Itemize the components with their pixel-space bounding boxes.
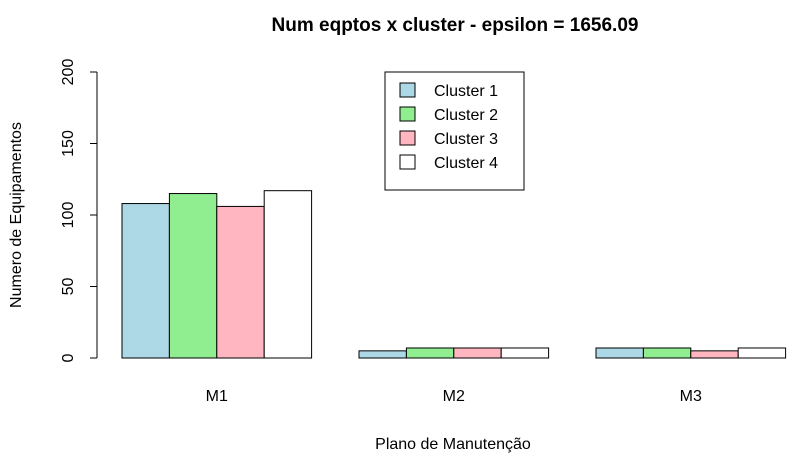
chart-title: Num eqptos x cluster - epsilon = 1656.09 [272,15,639,36]
legend-label-cluster-4: Cluster 4 [434,155,498,172]
x-axis-ticks: M1 M2 M3 [206,388,702,405]
bar-m3-cluster-3 [690,350,739,359]
y-axis: 0 50 100 150 200 [60,59,98,362]
bars [121,190,787,359]
legend-swatch-cluster-1 [399,82,416,98]
x-tick-label-m2: M2 [443,388,465,405]
bar-m3-cluster-2 [642,347,692,359]
legend-swatch-cluster-3 [399,130,416,146]
bar-m1-cluster-2 [168,193,218,359]
bar-m2-cluster-3 [453,347,502,359]
bar-m1-cluster-4 [263,190,313,359]
y-tick-label: 50 [60,278,77,296]
legend-swatch-cluster-2 [399,106,416,122]
y-tick-label: 0 [60,353,77,362]
bar-m3-cluster-1 [595,347,644,359]
bar-m2-cluster-2 [405,347,455,359]
bar-m2-cluster-1 [358,350,407,359]
x-tick-label-m1: M1 [206,388,228,405]
legend-label-cluster-1: Cluster 1 [434,83,498,100]
y-tick-label: 150 [60,130,77,157]
legend-label-cluster-2: Cluster 2 [434,107,498,124]
legend: Cluster 1 Cluster 2 Cluster 3 Cluster 4 [384,71,525,191]
y-tick-label: 100 [60,202,77,229]
bar-m2-cluster-4 [500,347,550,359]
legend-label-cluster-3: Cluster 3 [434,131,498,148]
legend-swatch-cluster-4 [399,154,416,170]
bar-m1-cluster-3 [216,205,265,359]
y-tick-label: 200 [60,59,77,86]
bar-m3-cluster-4 [737,347,787,359]
bar-m1-cluster-1 [121,203,170,359]
y-axis-label: Numero de Equipamentos [8,122,25,308]
x-axis-label: Plano de Manutenção [375,436,531,453]
x-tick-label-m3: M3 [680,388,702,405]
